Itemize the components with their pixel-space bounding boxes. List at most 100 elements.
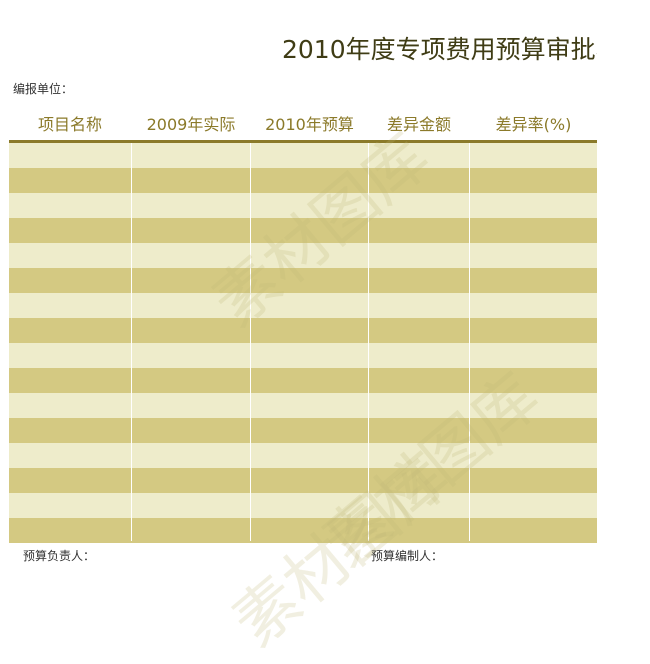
table-cell[interactable] [470, 493, 596, 518]
table-cell[interactable] [369, 218, 469, 243]
table-cell[interactable] [369, 343, 469, 368]
table-cell[interactable] [369, 393, 469, 418]
table-cell[interactable] [369, 368, 469, 393]
table-cell[interactable] [132, 518, 250, 543]
column-divider [250, 143, 251, 541]
table-cell[interactable] [132, 443, 250, 468]
table-cell[interactable] [251, 368, 368, 393]
table-cell[interactable] [9, 393, 131, 418]
table-cell[interactable] [470, 368, 596, 393]
table-cell[interactable] [369, 443, 469, 468]
table-cell[interactable] [9, 518, 131, 543]
title-area: 2010年度专项费用预算审批表 [0, 0, 597, 80]
table-row [9, 368, 597, 393]
table-cell[interactable] [251, 443, 368, 468]
table-cell[interactable] [251, 218, 368, 243]
table-cell[interactable] [9, 168, 131, 193]
table-cell[interactable] [9, 468, 131, 493]
table-cell[interactable] [369, 193, 469, 218]
table-cell[interactable] [132, 493, 250, 518]
table-cell[interactable] [470, 218, 596, 243]
table-cell[interactable] [251, 168, 368, 193]
table-cell[interactable] [132, 368, 250, 393]
table-cell[interactable] [251, 318, 368, 343]
table-cell[interactable] [9, 318, 131, 343]
table-cell[interactable] [369, 268, 469, 293]
reporting-unit-label: 编报单位： [13, 82, 74, 96]
table-cell[interactable] [470, 168, 596, 193]
table-cell[interactable] [470, 443, 596, 468]
table-cell[interactable] [251, 193, 368, 218]
table-cell[interactable] [470, 268, 596, 293]
table-cell[interactable] [9, 418, 131, 443]
table-cell[interactable] [132, 393, 250, 418]
table-cell[interactable] [9, 293, 131, 318]
table-cell[interactable] [9, 243, 131, 268]
column-header-variance-amount: 差异金额 [386, 115, 451, 134]
table-cell[interactable] [369, 518, 469, 543]
table-cell[interactable] [369, 318, 469, 343]
table-cell[interactable] [369, 468, 469, 493]
table-cell[interactable] [251, 468, 368, 493]
table-cell[interactable] [251, 243, 368, 268]
table-cell[interactable] [470, 393, 596, 418]
table-header: 项目名称 2009年实际 2010年预算 差异金额 差异率(%) [9, 112, 597, 142]
table-cell[interactable] [470, 193, 596, 218]
table-cell[interactable] [9, 268, 131, 293]
table-cell[interactable] [470, 143, 596, 168]
table-cell[interactable] [9, 493, 131, 518]
table-cell[interactable] [132, 193, 250, 218]
table-cell[interactable] [9, 193, 131, 218]
table-cell[interactable] [9, 218, 131, 243]
column-header-variance-rate: 差异率(%) [495, 115, 572, 134]
table-cell[interactable] [132, 468, 250, 493]
table-row [9, 343, 597, 368]
table-cell[interactable] [132, 143, 250, 168]
table-cell[interactable] [251, 143, 368, 168]
table-cell[interactable] [369, 168, 469, 193]
table-cell[interactable] [9, 343, 131, 368]
table-cell[interactable] [470, 468, 596, 493]
table-cell[interactable] [251, 393, 368, 418]
table-cell[interactable] [251, 343, 368, 368]
table-cell[interactable] [9, 143, 131, 168]
table-cell[interactable] [470, 243, 596, 268]
table-cell[interactable] [470, 343, 596, 368]
table-cell[interactable] [251, 418, 368, 443]
table-row [9, 318, 597, 343]
table-cell[interactable] [132, 293, 250, 318]
table-cell[interactable] [251, 518, 368, 543]
table-row [9, 143, 597, 168]
table-row [9, 268, 597, 293]
table-cell[interactable] [369, 143, 469, 168]
table-cell[interactable] [251, 268, 368, 293]
table-cell[interactable] [132, 243, 250, 268]
table-cell[interactable] [9, 368, 131, 393]
table-cell[interactable] [132, 343, 250, 368]
table-cell[interactable] [132, 218, 250, 243]
table-row [9, 168, 597, 193]
table-row [9, 468, 597, 493]
table-cell[interactable] [132, 418, 250, 443]
table-cell[interactable] [251, 293, 368, 318]
column-divider [131, 143, 132, 541]
header-rule [9, 140, 597, 143]
table-cell[interactable] [251, 493, 368, 518]
table-row [9, 518, 597, 543]
table-cell[interactable] [369, 418, 469, 443]
table-cell[interactable] [132, 318, 250, 343]
table-cell[interactable] [369, 243, 469, 268]
table-cell[interactable] [470, 318, 596, 343]
table-cell[interactable] [470, 293, 596, 318]
table-cell[interactable] [132, 268, 250, 293]
column-divider [368, 143, 369, 541]
table-cell[interactable] [470, 418, 596, 443]
table-cell[interactable] [369, 293, 469, 318]
table-cell[interactable] [470, 518, 596, 543]
table-row [9, 293, 597, 318]
table-cell[interactable] [132, 168, 250, 193]
column-header-2009-actual: 2009年实际 [146, 115, 236, 134]
column-header-project-name: 项目名称 [37, 115, 102, 134]
table-cell[interactable] [369, 493, 469, 518]
table-cell[interactable] [9, 443, 131, 468]
